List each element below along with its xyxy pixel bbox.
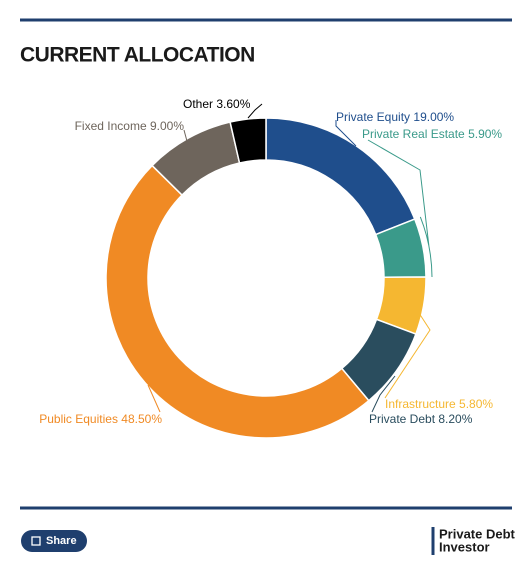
share-button[interactable]: Share	[21, 530, 87, 552]
leader-line	[371, 375, 396, 413]
slice-name: Public Equities	[39, 412, 118, 426]
leader-line	[147, 384, 161, 413]
slice-name: Other	[183, 97, 213, 111]
slice-value-label: 5.80%	[459, 397, 493, 411]
slice-label: Public Equities 48.50%	[39, 412, 162, 426]
donut-slice	[105, 164, 370, 439]
slice-value-label: 9.00%	[150, 119, 184, 133]
slice-name: Private Equity	[336, 110, 410, 124]
slice-value-label: 19.00%	[413, 110, 454, 124]
slice-name: Infrastructure	[385, 397, 456, 411]
slice-name: Private Debt	[369, 412, 436, 426]
leader-line	[247, 103, 263, 119]
donut-slice	[229, 117, 267, 164]
leader-line	[384, 309, 431, 399]
brand-line: Private Debt	[439, 526, 516, 541]
slice-value-label: 8.20%	[438, 412, 472, 426]
slice-label: Fixed Income 9.00%	[75, 119, 185, 133]
slice-value-label: 5.90%	[468, 127, 502, 141]
slice-value-label: 48.50%	[121, 412, 162, 426]
slice-label: Private Equity 19.00%	[336, 110, 454, 124]
slice-name: Private Real Estate	[362, 127, 465, 141]
share-button-bg[interactable]	[21, 530, 87, 552]
brand-line: Investor	[439, 539, 490, 554]
slice-value-label: 3.60%	[216, 97, 250, 111]
share-icon[interactable]	[31, 536, 41, 546]
slice-label: Private Debt 8.20%	[369, 412, 473, 426]
leader-line	[367, 139, 433, 277]
slice-label: Infrastructure 5.80%	[385, 397, 493, 411]
share-label[interactable]: Share	[46, 535, 77, 547]
leader-line	[183, 129, 189, 146]
slice-name: Fixed Income	[75, 119, 147, 133]
slice-label: Other 3.60%	[183, 97, 251, 111]
slice-label: Private Real Estate 5.90%	[362, 127, 502, 141]
chart-title: CURRENT ALLOCATION	[20, 44, 255, 67]
leader-line	[335, 120, 357, 147]
